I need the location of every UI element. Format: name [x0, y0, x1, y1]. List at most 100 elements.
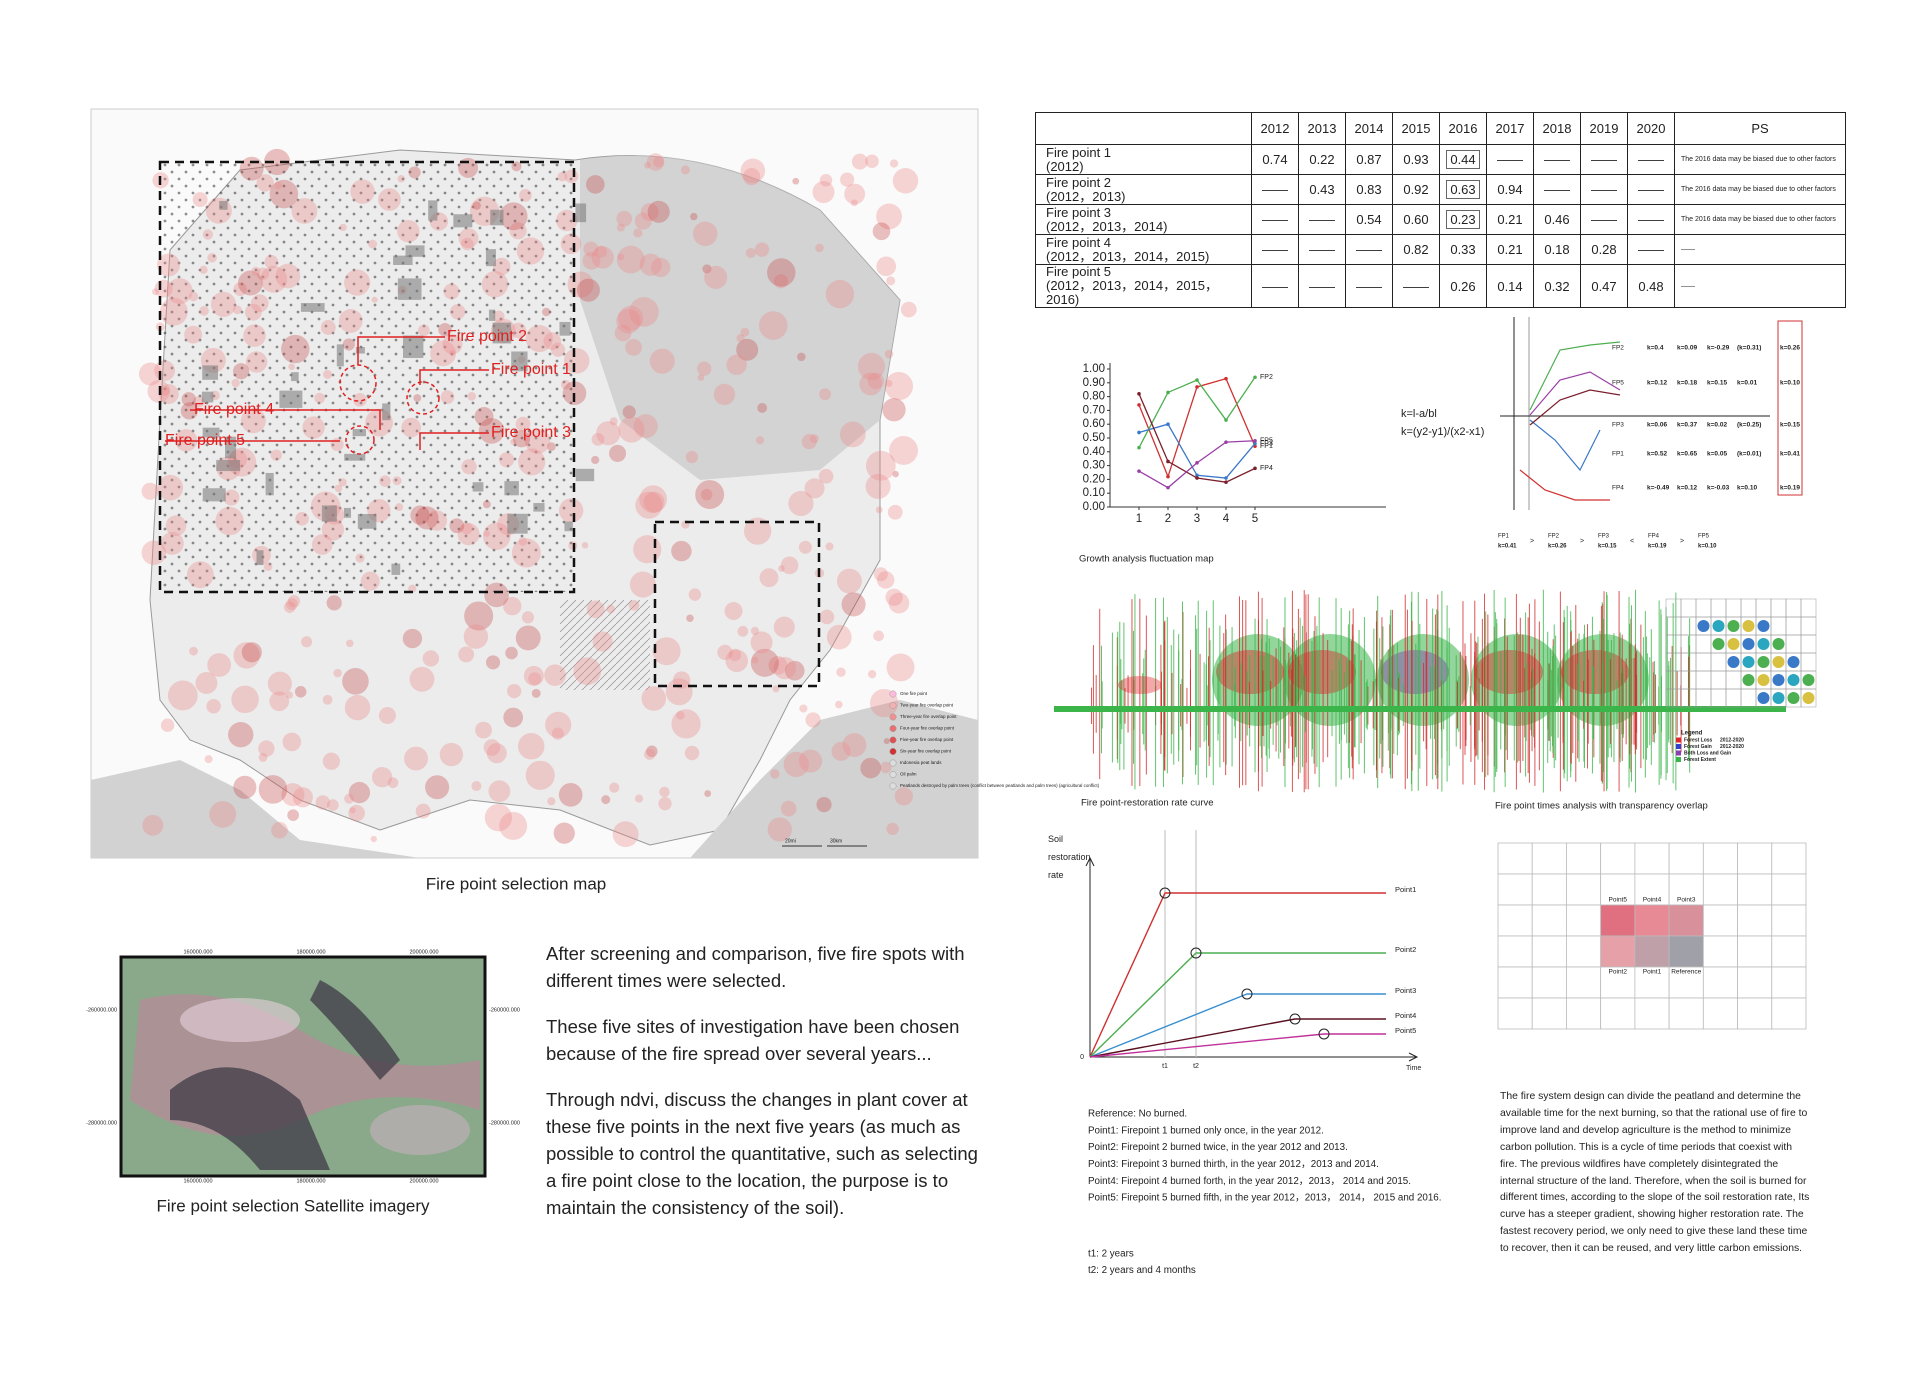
slope-k: (k=0.31) [1737, 345, 1761, 352]
calendar-cell [1695, 652, 1712, 672]
fire-area [842, 733, 867, 758]
fire-area [639, 485, 667, 514]
calendar-dot [1757, 656, 1770, 668]
series-label: FP1 [1260, 443, 1273, 450]
fire-area [778, 565, 785, 572]
fire-area [887, 504, 903, 520]
grid-cell [1668, 873, 1704, 906]
fire-area [233, 642, 260, 669]
fire-area [557, 171, 568, 182]
fire-area [702, 264, 712, 274]
series-point [1137, 430, 1141, 435]
fire-area [478, 418, 505, 444]
fire-area [499, 811, 528, 840]
settlement [336, 344, 344, 367]
fire-area [885, 379, 893, 388]
fire-area [757, 402, 768, 413]
grid-cell [1702, 966, 1738, 999]
fire-area [700, 488, 713, 501]
curve [1089, 952, 1386, 1058]
coord-label: 180000.000 [296, 1178, 325, 1184]
section-title: Growth analysis fluctuation map [1079, 554, 1214, 565]
header-cell: 2015 [1392, 112, 1440, 145]
fire-area [634, 212, 652, 230]
calendar-cell [1680, 616, 1697, 636]
value-cell: —— [1580, 174, 1628, 205]
fire-area [371, 296, 378, 303]
grid-cell [1737, 966, 1773, 999]
fire-area [256, 267, 270, 281]
value: 0.23 [1446, 210, 1480, 229]
series-point [1137, 469, 1141, 473]
fire-area [518, 448, 546, 476]
settlement [256, 550, 264, 566]
calendar-dot [1787, 656, 1800, 668]
fire-area [330, 437, 344, 452]
fire-area [884, 349, 894, 359]
legend-label: Forest Gain [1684, 744, 1712, 750]
formula: k=(y2-y1)/(x2-x1) [1401, 426, 1484, 438]
fire-area [867, 670, 877, 679]
settlement [492, 322, 512, 344]
fire-area [606, 604, 616, 614]
grid-cell [1737, 997, 1773, 1030]
legend-title: Legend [1681, 731, 1703, 737]
axis [1085, 856, 1419, 1062]
ranking-k: k=0.10 [1698, 544, 1717, 550]
series-point [1253, 441, 1257, 446]
fire-area [573, 657, 602, 686]
fire-area [544, 664, 566, 686]
cluster [1118, 676, 1162, 694]
row-name-text: Fire point 2 [1046, 174, 1112, 190]
fire-area [546, 442, 556, 452]
fire-area [291, 198, 318, 224]
fire-area [231, 378, 240, 388]
fire-area [586, 175, 605, 194]
extent-band [1054, 706, 1786, 712]
fire-area [650, 257, 671, 278]
fire-area [397, 174, 405, 183]
fire-area [558, 783, 583, 807]
settlement [533, 503, 545, 512]
fire-area [251, 266, 261, 276]
value: 0.74 [1262, 152, 1288, 167]
fire-area [311, 534, 333, 555]
fire-area [671, 709, 701, 739]
fire-area [288, 363, 295, 371]
series-point [1137, 445, 1141, 450]
fire-area [231, 685, 259, 714]
value: 0.92 [1403, 182, 1429, 197]
coord-label: 200000.000 [409, 1178, 438, 1184]
scale-label: 30km [830, 838, 842, 844]
value-cell: —— [1345, 264, 1393, 308]
settlement [504, 481, 519, 496]
fire-area [322, 752, 341, 770]
y-tick-label: 0.70 [1083, 404, 1105, 416]
grid-cell [1497, 966, 1533, 999]
value: 0.44 [1446, 150, 1480, 169]
series-point [1137, 392, 1141, 396]
fire-area [773, 274, 789, 289]
value: —— [1591, 152, 1617, 167]
fire-area [442, 334, 463, 355]
fire-area [209, 800, 237, 828]
settlement [202, 488, 226, 502]
knee [1190, 947, 1202, 959]
fire-area [640, 203, 659, 222]
fire-area [563, 348, 590, 374]
fire-area [525, 760, 555, 790]
knee [1318, 1028, 1330, 1040]
value-cell: —— [1298, 264, 1346, 308]
value-cell: 0.46 [1533, 204, 1581, 235]
fire-area [141, 482, 159, 500]
fire-area [258, 775, 288, 804]
grid-cell [1566, 904, 1602, 937]
fire-area [867, 372, 885, 390]
settlement [225, 436, 237, 459]
fire-area [517, 732, 545, 760]
calendar-dot [1802, 692, 1815, 704]
series-point [1253, 466, 1257, 471]
calendar-dot [1742, 674, 1755, 686]
fire-area [188, 291, 199, 302]
